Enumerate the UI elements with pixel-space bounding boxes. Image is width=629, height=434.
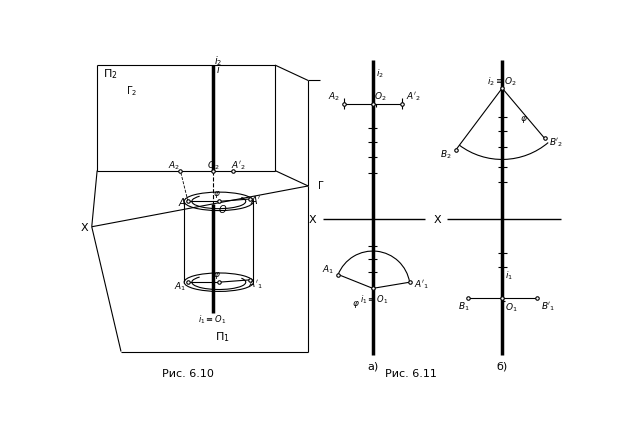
Text: $i_2$: $i_2$	[214, 54, 223, 68]
Text: $A'_2$: $A'_2$	[406, 90, 421, 103]
Text: $i$: $i$	[216, 63, 220, 75]
Text: X: X	[309, 214, 316, 224]
Text: $\Gamma$: $\Gamma$	[316, 179, 324, 191]
Text: а): а)	[367, 361, 379, 371]
Text: $A_2$: $A_2$	[328, 90, 340, 103]
Text: $A'_2$: $A'_2$	[231, 160, 246, 172]
Text: $\Pi_1$: $\Pi_1$	[215, 329, 230, 343]
Text: $B'_1$: $B'_1$	[542, 299, 556, 312]
Text: $\Gamma_2$: $\Gamma_2$	[126, 84, 138, 97]
Text: $\Pi_2$: $\Pi_2$	[103, 67, 118, 80]
Text: $i_1{\equiv}O_1$: $i_1{\equiv}O_1$	[360, 293, 389, 306]
Text: $\varphi$: $\varphi$	[213, 270, 221, 280]
Text: $\varphi$: $\varphi$	[213, 189, 221, 200]
Text: $O$: $O$	[218, 202, 227, 214]
Text: $B_2$: $B_2$	[440, 148, 452, 161]
Text: $A$: $A$	[177, 196, 186, 208]
Text: $O_1$: $O_1$	[505, 301, 518, 313]
Text: $A'_1$: $A'_1$	[248, 278, 263, 290]
Text: $i_1{\equiv}O_1$: $i_1{\equiv}O_1$	[199, 313, 227, 326]
Text: $A_1$: $A_1$	[174, 280, 186, 293]
Text: $A'$: $A'$	[250, 194, 262, 206]
Text: $i_2$: $i_2$	[376, 67, 384, 80]
Text: Рис. 6.10: Рис. 6.10	[162, 368, 214, 378]
Text: $\varphi$: $\varphi$	[352, 299, 360, 309]
Text: $A_1$: $A_1$	[322, 263, 334, 275]
Text: $\varphi$: $\varphi$	[520, 114, 528, 125]
Text: $A_2$: $A_2$	[168, 160, 180, 172]
Text: Рис. 6.11: Рис. 6.11	[386, 368, 437, 378]
Text: $i_1$: $i_1$	[505, 269, 513, 281]
Text: $O_2$: $O_2$	[374, 90, 387, 103]
Text: X: X	[81, 222, 88, 232]
Text: $A'_1$: $A'_1$	[415, 278, 429, 290]
Text: б): б)	[496, 361, 508, 371]
Text: X: X	[434, 214, 442, 224]
Text: $B_1$: $B_1$	[458, 299, 469, 312]
Text: $B'_2$: $B'_2$	[549, 137, 564, 149]
Text: $i_2{\equiv}O_2$: $i_2{\equiv}O_2$	[487, 75, 517, 88]
Text: $O_2$: $O_2$	[207, 159, 220, 171]
